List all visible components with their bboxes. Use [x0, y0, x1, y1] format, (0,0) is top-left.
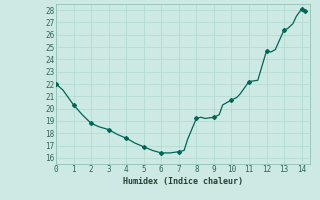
X-axis label: Humidex (Indice chaleur): Humidex (Indice chaleur) [123, 177, 243, 186]
